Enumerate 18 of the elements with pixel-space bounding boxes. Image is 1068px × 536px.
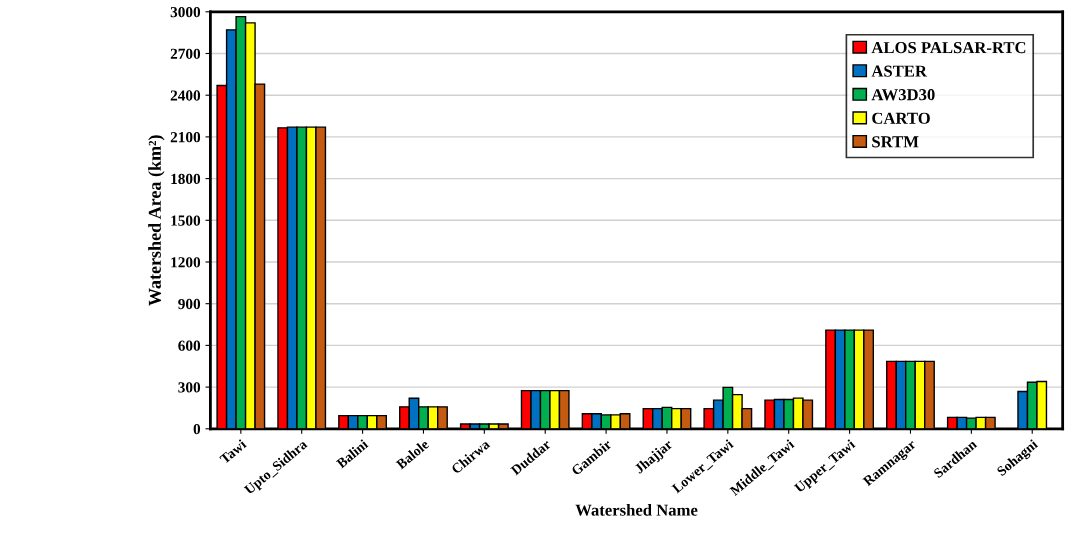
x-axis-title: Watershed Name: [575, 504, 698, 516]
y-tick-label: 300: [178, 382, 201, 393]
legend-label: ALOS PALSAR-RTC: [871, 42, 1026, 54]
y-tick-label: 600: [178, 340, 201, 351]
legend-label: AW3D30: [871, 89, 935, 101]
legend-label: CARTO: [872, 112, 930, 124]
y-tick-label: 2100: [170, 132, 201, 143]
y-tick-label: 1800: [171, 173, 201, 185]
y-tick-label: 2700: [170, 48, 201, 59]
y-tick-label: 2400: [170, 90, 201, 101]
legend-label: ASTER: [871, 65, 928, 77]
y-tick-label: 1500: [171, 215, 201, 226]
y-tick-label: 3000: [170, 6, 201, 18]
y-tick-label: 0: [193, 423, 201, 435]
legend-label: SRTM: [872, 136, 919, 148]
y-tick-label: 900: [178, 298, 201, 310]
y-tick-label: 1200: [171, 257, 201, 268]
y-axis-title: Watershed Area (km²): [148, 135, 165, 306]
